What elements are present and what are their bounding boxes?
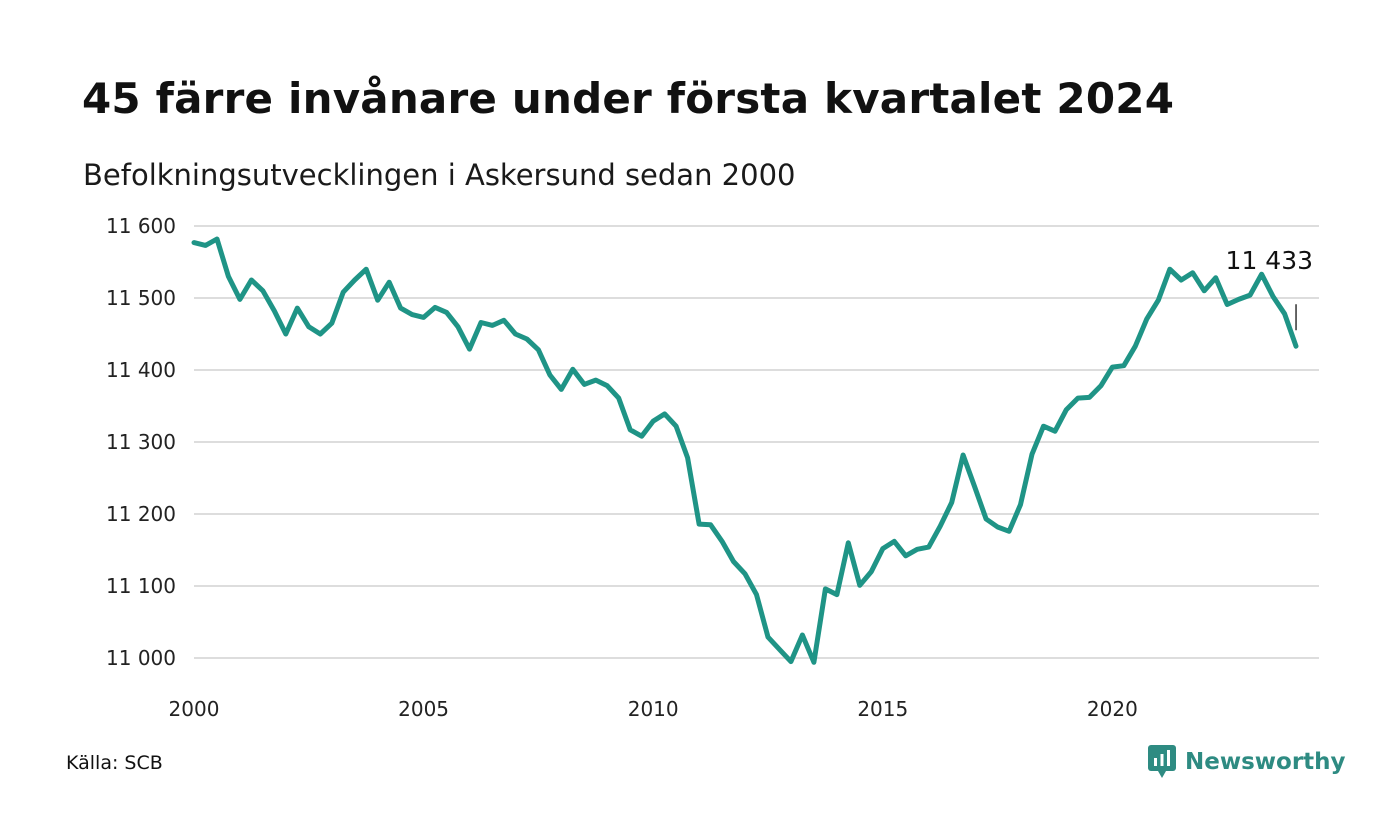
newsworthy-logo-icon <box>1148 745 1176 778</box>
x-tick-label: 2005 <box>398 697 449 721</box>
x-tick-label: 2010 <box>628 697 679 721</box>
y-tick-label: 11 200 <box>106 502 176 526</box>
y-tick-label: 11 100 <box>106 574 176 598</box>
y-axis-tick-labels: 11 000 11 100 11 200 11 300 11 400 11 500 11 6… <box>106 214 176 670</box>
annotation-label: 11 433 <box>1226 246 1313 275</box>
x-axis-tick-labels: 2000 2005 2010 2015 2020 <box>169 697 1138 721</box>
source-note: Källa: SCB <box>66 752 163 774</box>
x-tick-label: 2000 <box>169 697 220 721</box>
brand-name: Newsworthy <box>1185 749 1346 775</box>
x-tick-label: 2015 <box>857 697 908 721</box>
x-tick-label: 2020 <box>1087 697 1138 721</box>
y-tick-label: 11 300 <box>106 430 176 454</box>
series-layer <box>191 236 1299 665</box>
y-tick-label: 11 400 <box>106 358 176 382</box>
brand-logo: Newsworthy <box>1148 744 1346 780</box>
annotation-layer: 11 433 <box>1226 246 1313 331</box>
series-line <box>191 236 1299 665</box>
chart-title: 45 färre invånare under första kvartalet… <box>82 74 1175 123</box>
chart-subtitle: Befolkningsutvecklingen i Askersund seda… <box>83 158 796 192</box>
y-tick-label: 11 500 <box>106 286 176 310</box>
y-tick-label: 11 600 <box>106 214 176 238</box>
y-tick-label: 11 000 <box>106 646 176 670</box>
